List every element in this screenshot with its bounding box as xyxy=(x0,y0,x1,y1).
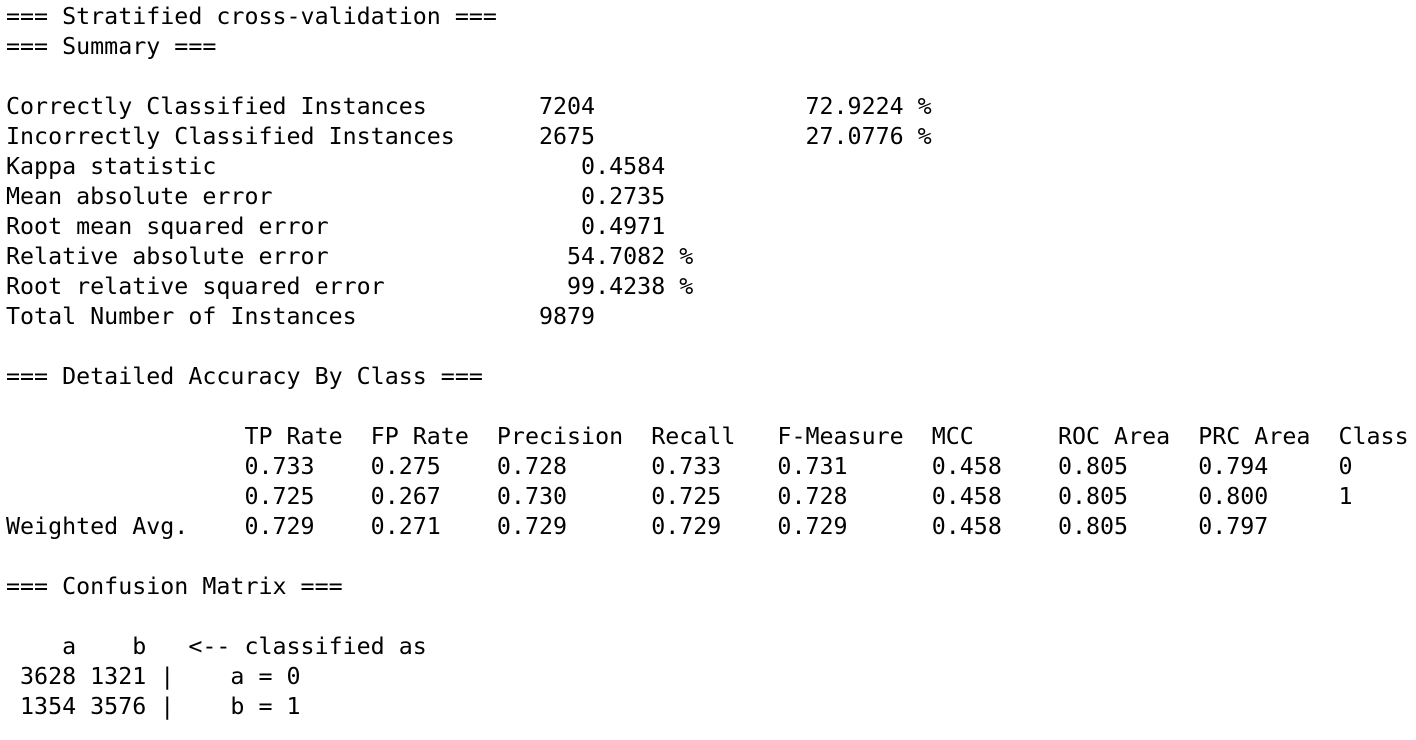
accuracy-row-class-0: 0.733 0.275 0.728 0.733 0.731 0.458 0.80… xyxy=(6,453,1353,480)
confusion-matrix-header: a b <-- classified as xyxy=(6,633,427,660)
header-confusion-matrix: === Confusion Matrix === xyxy=(6,573,343,600)
header-stratified-cv: === Stratified cross-validation === xyxy=(6,3,497,30)
accuracy-row-weighted-avg: Weighted Avg. 0.729 0.271 0.729 0.729 0.… xyxy=(6,513,1269,540)
confusion-matrix-row-b: 1354 3576 | b = 1 xyxy=(6,693,301,720)
correctly-classified-row: Correctly Classified Instances 7204 72.9… xyxy=(6,93,932,120)
root-relative-squared-error-row: Root relative squared error 99.4238 % xyxy=(6,273,694,300)
blank-line xyxy=(6,602,1416,632)
accuracy-table-header: TP Rate FP Rate Precision Recall F-Measu… xyxy=(6,423,1409,450)
confusion-matrix-row-a: 3628 1321 | a = 0 xyxy=(6,663,301,690)
root-mean-squared-error-row: Root mean squared error 0.4971 xyxy=(6,213,666,240)
total-instances-row: Total Number of Instances 9879 xyxy=(6,303,596,330)
blank-line xyxy=(6,332,1416,362)
accuracy-row-class-1: 0.725 0.267 0.730 0.725 0.728 0.458 0.80… xyxy=(6,483,1353,510)
header-detailed-accuracy: === Detailed Accuracy By Class === xyxy=(6,363,483,390)
terminal-output: === Stratified cross-validation === === S… xyxy=(6,3,1416,720)
blank-line xyxy=(6,62,1416,92)
blank-line xyxy=(6,392,1416,422)
relative-absolute-error-row: Relative absolute error 54.7082 % xyxy=(6,243,694,270)
blank-line xyxy=(6,542,1416,572)
mean-absolute-error-row: Mean absolute error 0.2735 xyxy=(6,183,666,210)
incorrectly-classified-row: Incorrectly Classified Instances 2675 27… xyxy=(6,123,932,150)
header-summary: === Summary === xyxy=(6,33,217,60)
kappa-statistic-row: Kappa statistic 0.4584 xyxy=(6,153,666,180)
